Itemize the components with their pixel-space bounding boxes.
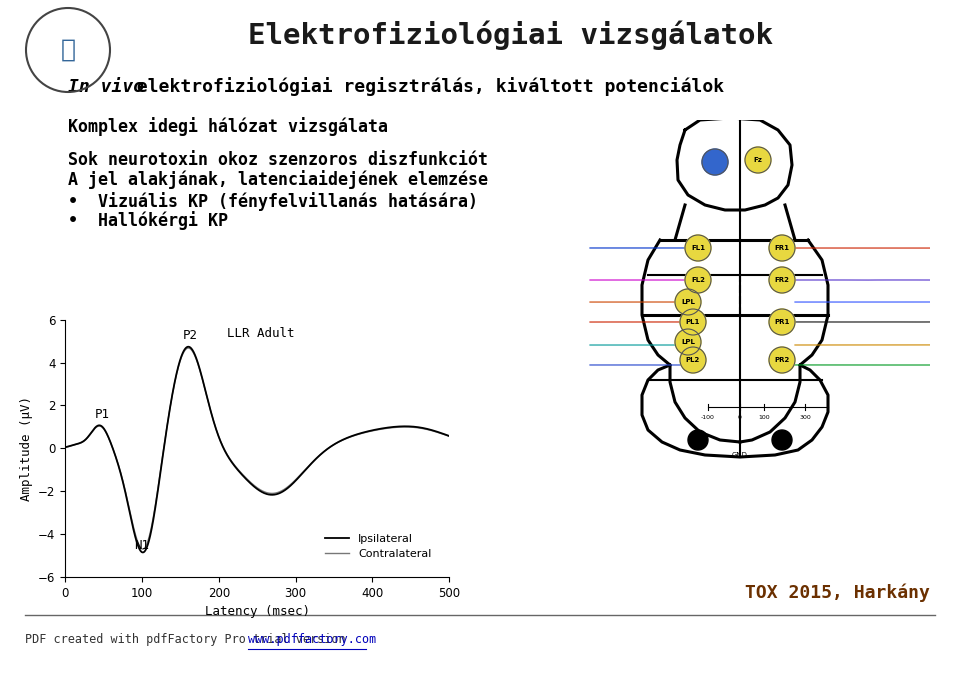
Contralateral — [436, 430, 447, 438]
Circle shape — [702, 149, 728, 175]
Text: In vivo: In vivo — [68, 78, 144, 96]
Text: PR2: PR2 — [775, 357, 790, 363]
Legend: Ipsilateral, Contralateral: Ipsilateral, Contralateral — [321, 529, 436, 564]
Text: Komplex idegi hálózat vizsgálata: Komplex idegi hálózat vizsgálata — [68, 117, 388, 136]
Circle shape — [769, 267, 795, 293]
Y-axis label: Amplitude (μV): Amplitude (μV) — [19, 395, 33, 501]
Text: PDF created with pdfFactory Pro trial version: PDF created with pdfFactory Pro trial ve… — [25, 634, 352, 646]
Circle shape — [769, 309, 795, 335]
Ipsilateral — [224, 455, 235, 463]
Circle shape — [745, 147, 771, 173]
Ipsilateral — [126, 518, 137, 527]
Text: •  Hallókérgi KP: • Hallókérgi KP — [68, 211, 228, 231]
Ipsilateral — [182, 343, 194, 351]
Circle shape — [675, 289, 701, 315]
Text: www.pdffactory.com: www.pdffactory.com — [248, 634, 376, 646]
Text: FL1: FL1 — [691, 245, 705, 251]
Circle shape — [772, 430, 792, 450]
Contralateral — [182, 344, 194, 352]
Ipsilateral — [395, 423, 406, 431]
Contralateral — [60, 443, 71, 452]
Text: P1: P1 — [94, 408, 109, 421]
Ipsilateral — [104, 434, 115, 443]
Text: FR1: FR1 — [775, 245, 789, 251]
Contralateral — [224, 454, 235, 462]
Text: •  Vizuális KP (fényfelvillanás hatására): • Vizuális KP (fényfelvillanás hatására) — [68, 193, 478, 211]
Text: Sok neurotoxin okoz szenzoros diszfunkciót: Sok neurotoxin okoz szenzoros diszfunkci… — [68, 151, 488, 169]
Text: P2: P2 — [182, 329, 198, 342]
Text: FR2: FR2 — [775, 277, 789, 283]
Contralateral — [444, 432, 455, 441]
Circle shape — [688, 430, 708, 450]
Text: Elektrofiziológiai vizsgálatok: Elektrofiziológiai vizsgálatok — [248, 20, 773, 50]
Circle shape — [769, 347, 795, 373]
Text: PL2: PL2 — [685, 357, 700, 363]
Contralateral — [137, 545, 149, 553]
Text: LPL: LPL — [681, 339, 695, 345]
Text: 100: 100 — [758, 415, 770, 420]
Circle shape — [675, 329, 701, 355]
Text: GND: GND — [732, 452, 748, 458]
Ipsilateral — [60, 443, 71, 451]
Circle shape — [680, 309, 706, 335]
Circle shape — [680, 347, 706, 373]
Line: Ipsilateral: Ipsilateral — [65, 347, 449, 553]
Text: 300: 300 — [799, 415, 811, 420]
Contralateral — [395, 423, 406, 431]
Text: PR1: PR1 — [775, 319, 790, 325]
Line: Contralateral: Contralateral — [65, 348, 449, 549]
Text: PL1: PL1 — [685, 319, 700, 325]
Ipsilateral — [137, 548, 149, 557]
Text: 0: 0 — [738, 415, 742, 420]
Ipsilateral — [207, 414, 219, 423]
Contralateral — [104, 435, 115, 443]
Text: Fz: Fz — [754, 157, 762, 163]
Circle shape — [685, 267, 711, 293]
Text: -100: -100 — [701, 415, 715, 420]
Circle shape — [685, 235, 711, 261]
Text: FL2: FL2 — [691, 277, 705, 283]
Text: N1: N1 — [134, 539, 150, 552]
Text: LPL: LPL — [681, 299, 695, 305]
Ipsilateral — [436, 430, 447, 438]
Text: LLR Adult: LLR Adult — [227, 327, 294, 340]
Text: TOX 2015, Harkány: TOX 2015, Harkány — [745, 584, 930, 602]
Contralateral — [207, 414, 219, 423]
Contralateral — [126, 516, 137, 524]
Text: 🏛: 🏛 — [60, 38, 76, 62]
Text: elektrofiziológiai regisztrálás, kiváltott potenciálok: elektrofiziológiai regisztrálás, kiválto… — [126, 78, 724, 97]
Ipsilateral — [444, 432, 455, 440]
Circle shape — [769, 235, 795, 261]
X-axis label: Latency (msec): Latency (msec) — [204, 605, 310, 618]
Text: A jel alakjának, latenciaidejének elemzése: A jel alakjának, latenciaidejének elemzé… — [68, 170, 488, 190]
